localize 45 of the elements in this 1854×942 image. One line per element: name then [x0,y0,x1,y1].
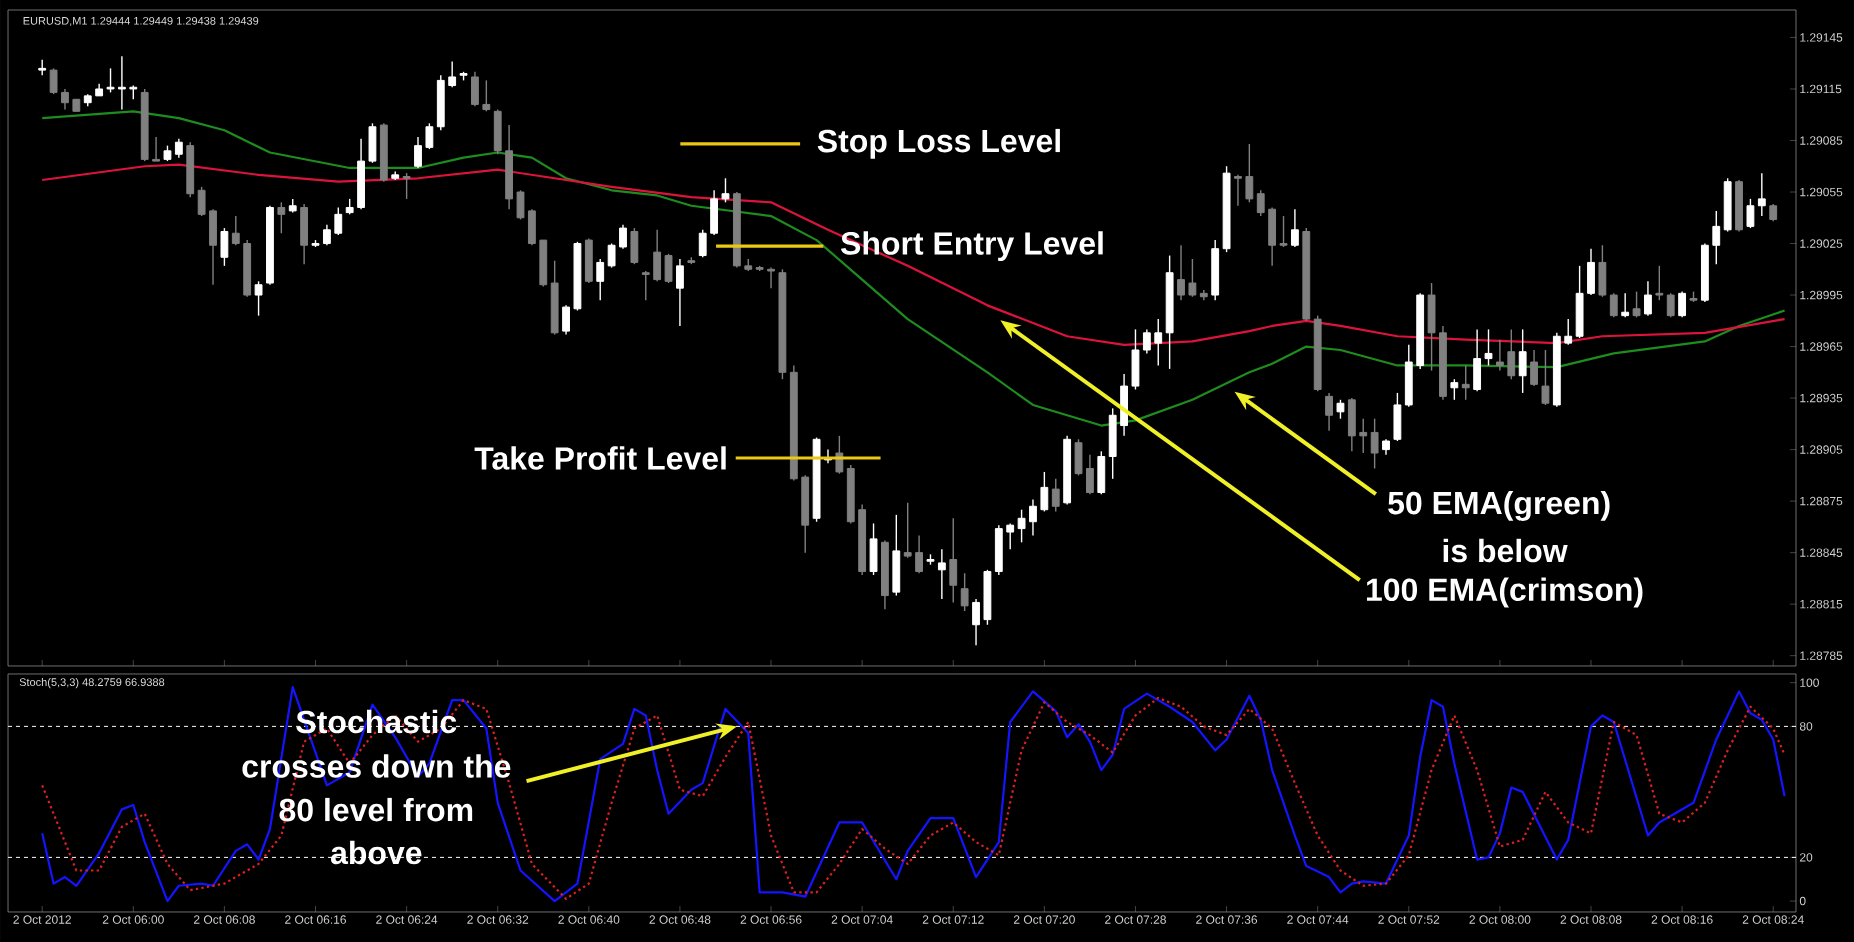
candlestick [277,201,286,234]
candlestick [1518,328,1527,394]
candlestick [596,258,605,301]
candlestick [1598,244,1607,298]
candlestick [254,280,263,317]
annotation: Stop Loss Level [817,128,1060,159]
annotation: above [331,840,422,865]
candlestick [937,548,946,600]
candlestick [1632,290,1641,319]
candlestick [1336,399,1345,420]
candlestick [949,517,958,604]
candlestick [676,258,684,327]
candlestick [1609,292,1618,319]
candlestick [1541,349,1550,406]
candlestick [1325,392,1333,432]
candlestick [960,572,969,612]
candlestick [1621,292,1630,319]
candlestick [1051,478,1060,513]
candlestick [1211,239,1220,301]
candlestick [1450,378,1459,401]
candlestick [1290,208,1299,248]
annotation: 50 EMA(green) [1388,490,1610,521]
candlestick [1370,417,1379,470]
candlestick [1530,349,1538,387]
annotation: 100 EMA(crimson) [1366,577,1643,608]
annotation: Take Profit Level [474,446,726,470]
line-series [41,163,1786,346]
candlestick [1655,265,1664,301]
annotation: 80 level from [279,797,473,822]
candlestick [869,522,878,576]
candlestick [1666,292,1675,319]
candlestick [584,237,593,284]
candlestick [1644,280,1652,317]
line-series [41,110,1786,427]
annotation: is below [1443,538,1568,563]
candlestick [402,172,411,200]
candlestick [630,227,639,265]
candlestick [220,227,229,267]
candlestick [300,203,309,265]
candlestick [1097,450,1106,495]
candlestick [38,59,47,76]
candlestick [1461,364,1470,401]
candlestick [1393,392,1402,442]
candlestick [1678,290,1687,319]
candlestick [892,514,901,597]
